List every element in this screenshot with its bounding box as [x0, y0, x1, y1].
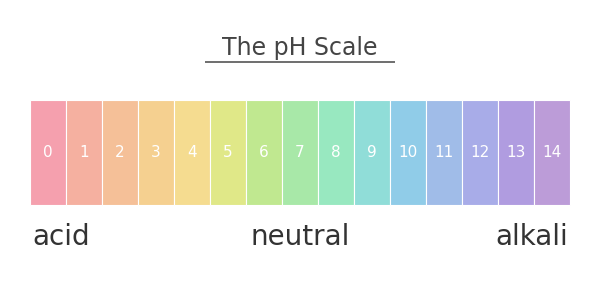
- Text: 10: 10: [398, 145, 418, 160]
- Bar: [426, 100, 462, 205]
- Bar: [66, 100, 102, 205]
- Text: 12: 12: [470, 145, 490, 160]
- Text: 6: 6: [259, 145, 269, 160]
- Bar: [210, 100, 246, 205]
- Text: 11: 11: [434, 145, 454, 160]
- Bar: [138, 100, 174, 205]
- Text: 3: 3: [151, 145, 161, 160]
- Text: 14: 14: [542, 145, 562, 160]
- Bar: [174, 100, 210, 205]
- Text: 5: 5: [223, 145, 233, 160]
- Bar: [390, 100, 426, 205]
- Text: 9: 9: [367, 145, 377, 160]
- Bar: [246, 100, 282, 205]
- Bar: [318, 100, 354, 205]
- Text: acid: acid: [32, 223, 89, 251]
- Text: neutral: neutral: [250, 223, 350, 251]
- Text: 13: 13: [506, 145, 526, 160]
- Text: 4: 4: [187, 145, 197, 160]
- Text: 0: 0: [43, 145, 53, 160]
- Text: 7: 7: [295, 145, 305, 160]
- Text: 2: 2: [115, 145, 125, 160]
- Bar: [462, 100, 498, 205]
- Text: The pH Scale: The pH Scale: [222, 36, 378, 60]
- Bar: [498, 100, 534, 205]
- Text: 1: 1: [79, 145, 89, 160]
- Text: alkali: alkali: [495, 223, 568, 251]
- Bar: [102, 100, 138, 205]
- Bar: [282, 100, 318, 205]
- Bar: [534, 100, 570, 205]
- Bar: [354, 100, 390, 205]
- Text: 8: 8: [331, 145, 341, 160]
- Bar: [30, 100, 66, 205]
